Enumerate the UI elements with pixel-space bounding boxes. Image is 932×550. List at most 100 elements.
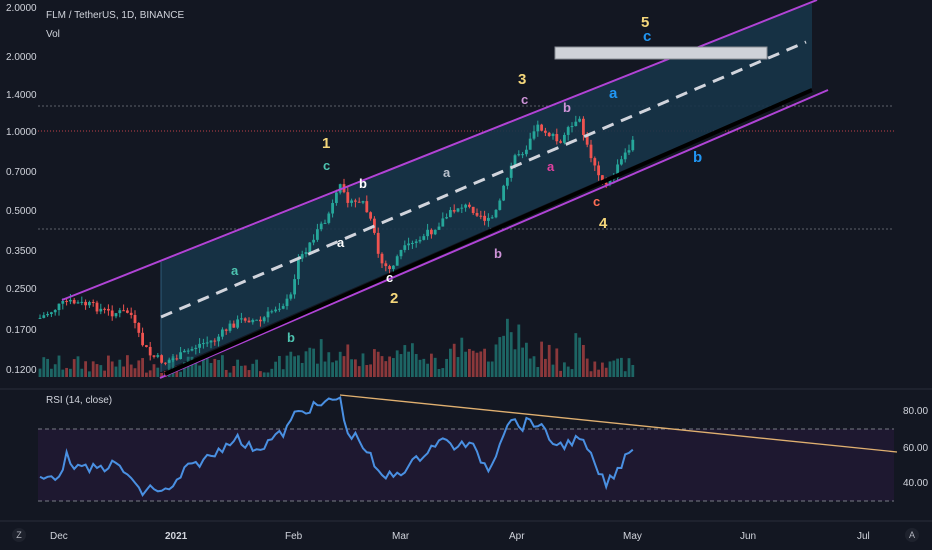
wave-label-a4: a <box>547 159 555 174</box>
volume-bar <box>456 357 460 377</box>
volume-bar <box>517 324 521 377</box>
candle-body <box>361 201 365 203</box>
candle-body <box>57 303 61 311</box>
candle-body <box>312 239 315 243</box>
volume-label[interactable]: Vol <box>46 29 60 40</box>
wave-label-a3: a <box>443 165 451 180</box>
candle-body <box>319 223 323 230</box>
candle-body <box>513 155 517 166</box>
candle-body <box>175 358 179 360</box>
volume-bar <box>445 358 448 377</box>
channel-lower-shadow <box>164 88 813 376</box>
volume-bar <box>407 351 410 377</box>
candle-body <box>38 317 42 319</box>
volume-bar <box>91 361 95 377</box>
volume-bar <box>449 348 452 377</box>
candle-body <box>392 265 395 270</box>
candle-body <box>411 242 414 244</box>
volume-bar <box>141 358 144 377</box>
candle-body <box>422 236 426 240</box>
volume-bar <box>376 351 380 377</box>
candle-body <box>506 177 509 186</box>
time-axis[interactable]: Dec 2021 Feb Mar Apr May Jun Jul <box>50 531 870 542</box>
volume-bar <box>126 355 129 377</box>
volume-bar <box>50 368 53 377</box>
candle-body <box>403 245 407 250</box>
volume-bar <box>430 353 433 377</box>
rsi-band <box>38 429 894 501</box>
volume-bar <box>399 354 403 377</box>
volume-bar <box>148 370 152 377</box>
candle-body <box>574 121 578 127</box>
volume-bar <box>110 361 114 377</box>
volume-bar <box>373 349 376 377</box>
candle-body <box>110 310 114 317</box>
volume-bar <box>228 372 232 377</box>
volume-bar <box>129 364 133 377</box>
candle-body <box>69 299 72 302</box>
candle-body <box>114 313 118 317</box>
volume-bar <box>202 356 205 377</box>
candle-body <box>156 355 160 357</box>
volume-bar <box>194 360 198 377</box>
volume-bar <box>319 339 323 377</box>
candle-body <box>597 165 600 176</box>
volume-bar <box>346 344 350 377</box>
candle-body <box>414 241 418 243</box>
rsi-trendline[interactable] <box>339 394 898 453</box>
candle-body <box>589 144 593 159</box>
candle-body <box>308 242 312 253</box>
candle-body <box>88 302 91 306</box>
candle-body <box>475 212 479 216</box>
price-tick: 2.0000 <box>6 3 37 14</box>
auto-scale-button[interactable]: A <box>905 528 919 542</box>
volume-bar <box>433 357 437 377</box>
volume-bar <box>338 351 342 377</box>
volume-bar <box>281 369 285 377</box>
candle-body <box>502 185 505 201</box>
candle-body <box>61 300 65 304</box>
candle-body <box>232 323 236 328</box>
volume-bar <box>582 344 585 377</box>
candle-body <box>251 319 255 323</box>
volume-bar <box>528 358 532 377</box>
volume-bar <box>198 365 201 377</box>
volume-bar <box>156 367 160 377</box>
volume-bar <box>255 359 258 377</box>
volume-bar <box>403 345 407 377</box>
volume-bar <box>57 355 61 377</box>
rsi-tick: 60.00 <box>903 443 928 454</box>
candle-body <box>536 124 540 132</box>
zoom-button[interactable]: Z <box>12 528 26 542</box>
price-axis[interactable]: 2.0000 2.0000 1.4000 1.0000 0.7000 0.500… <box>6 3 37 376</box>
time-tick: Apr <box>509 531 525 542</box>
rsi-line <box>39 395 634 497</box>
candle-body <box>243 318 247 321</box>
target-zone[interactable] <box>554 46 768 60</box>
volume-bar <box>593 361 597 377</box>
volume-bar <box>278 355 281 377</box>
volume-bar <box>259 371 262 377</box>
price-tick: 0.7000 <box>6 167 37 178</box>
rsi-label[interactable]: RSI (14, close) <box>46 395 113 406</box>
candle-body <box>373 218 376 233</box>
volume-bar <box>422 358 426 377</box>
candle-body <box>456 208 460 212</box>
volume-bar <box>608 361 612 377</box>
price-tick: 0.1200 <box>6 365 37 376</box>
volume-bar <box>88 371 91 377</box>
symbol-title[interactable]: FLM / TetherUS, 1D, BINANCE <box>46 10 185 21</box>
candle-body <box>388 266 391 270</box>
time-tick: Jul <box>857 531 870 542</box>
volume-bar <box>475 352 479 377</box>
candle-body <box>228 323 232 331</box>
candle-body <box>202 343 205 345</box>
candle-body <box>300 254 304 259</box>
candle-body <box>449 210 452 218</box>
volume-bar <box>601 362 604 377</box>
candle-body <box>297 258 300 280</box>
volume-bar <box>354 359 357 377</box>
rsi-axis[interactable]: 80.00 60.00 40.00 <box>903 406 928 489</box>
candle-body <box>186 350 190 352</box>
